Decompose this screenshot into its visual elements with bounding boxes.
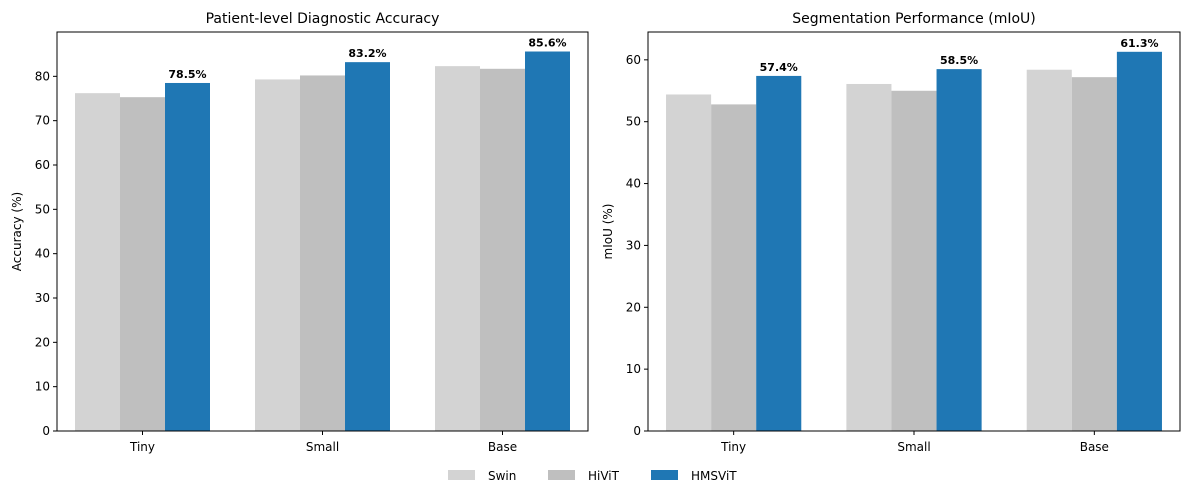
chart-1: 78.5% 83.2% 85.6% 0 10 20 30 40 50 60 70 80 Tiny Smal… [10,11,589,454]
bar-hivit-small [891,90,937,432]
y-axis-label: mIoU (%) [601,204,615,260]
y-tick-label: 50 [626,115,641,129]
y-tick-label: 30 [626,238,641,252]
bar-swin-base [1026,69,1072,431]
y-tick-label: 40 [35,247,50,261]
bar-hmsvit-tiny [756,75,802,432]
legend-label-hivit: HiViT [588,469,620,483]
bar-swin-tiny [666,94,712,431]
x-tick-label: Tiny [720,440,746,454]
bar-swin-small [255,79,300,431]
y-tick-label: 20 [626,300,641,314]
y-axis-label: Accuracy (%) [10,192,24,271]
data-label: 61.3% [1120,37,1158,50]
data-label: 57.4% [760,61,798,74]
legend: Swin HiViT HMSViT [448,469,737,483]
bar-hmsvit-base [525,51,570,431]
y-tick-label: 10 [626,362,641,376]
legend-swatch-hivit [548,470,575,480]
x-tick-label: Tiny [129,440,155,454]
legend-swatch-hmsvit [651,470,678,480]
bar-hivit-tiny [711,104,757,431]
legend-label-hmsvit: HMSViT [691,469,737,483]
data-label: 58.5% [940,54,978,67]
y-tick-label: 60 [35,158,50,172]
y-tick-label: 30 [35,291,50,305]
chart-title: Patient-level Diagnostic Accuracy [206,11,440,27]
y-tick-label: 10 [35,380,50,394]
data-label: 83.2% [348,47,386,60]
data-label: 85.6% [528,37,566,50]
x-tick-label: Base [488,440,517,454]
data-label: 78.5% [168,68,206,81]
y-tick-label: 50 [35,202,50,216]
y-tick-label: 40 [626,177,641,191]
y-tick-label: 0 [42,424,50,438]
bar-swin-small [846,83,892,432]
x-tick-label: Base [1080,440,1109,454]
legend-label-swin: Swin [488,469,516,483]
x-tick-label: Small [306,440,339,454]
bar-swin-tiny [75,93,120,432]
bar-hmsvit-small [936,69,982,432]
chart-2: 57.4% 58.5% 61.3% 0 10 20 30 40 50 60 Tiny Small Bas… [601,11,1181,454]
legend-swatch-swin [448,470,475,480]
bar-hivit-tiny [120,97,165,432]
bar-hivit-base [1071,77,1117,431]
chart-title: Segmentation Performance (mIoU) [792,11,1036,27]
x-tick-label: Small [897,440,930,454]
y-tick-label: 20 [35,335,50,349]
y-tick-label: 0 [633,424,641,438]
bar-hivit-base [480,68,525,432]
bar-hmsvit-tiny [165,82,210,431]
bar-hivit-small [300,75,345,431]
bar-hmsvit-base [1116,51,1162,432]
y-tick-label: 80 [35,69,50,83]
y-tick-label: 60 [626,53,641,67]
y-tick-label: 70 [35,114,50,128]
bar-hmsvit-small [345,62,390,432]
bar-swin-base [435,66,480,431]
